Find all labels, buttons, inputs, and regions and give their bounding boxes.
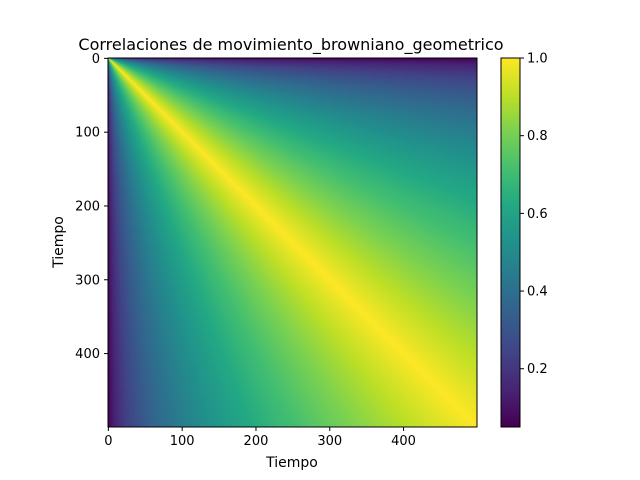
x-tick-label: 400	[391, 434, 416, 449]
colorbar-ticks: 0.2 0.4 0.6 0.8 1.0	[520, 52, 548, 377]
colorbar-frame	[500, 57, 521, 428]
x-tick-label: 0	[104, 434, 112, 449]
y-tick-label: 200	[75, 199, 100, 214]
colorbar: 0.2 0.4 0.6 0.8 1.0	[500, 52, 548, 428]
y-tick-label: 300	[75, 273, 100, 288]
colorbar-tick-label: 1.0	[527, 52, 548, 67]
chart-title: Correlaciones de movimiento_browniano_ge…	[78, 35, 503, 55]
heatmap-image	[108, 58, 477, 427]
y-axis-label: Tiempo	[51, 216, 67, 269]
colorbar-tick-label: 0.8	[527, 129, 548, 144]
x-tick-label: 200	[244, 434, 269, 449]
plot-area	[107, 57, 478, 428]
x-axis-label: Tiempo	[265, 455, 318, 471]
y-tick-label: 100	[75, 126, 100, 141]
colorbar-tick-label: 0.2	[527, 362, 548, 377]
colorbar-tick-label: 0.6	[527, 207, 548, 222]
y-axis: 0 100 200 300 400	[75, 52, 108, 362]
x-tick-label: 300	[317, 434, 342, 449]
colorbar-gradient	[501, 58, 520, 427]
x-tick-label: 100	[170, 434, 195, 449]
y-tick-label: 400	[75, 347, 100, 362]
x-axis: 0 100 200 300 400	[104, 427, 416, 449]
y-tick-label: 0	[92, 52, 100, 67]
colorbar-tick-label: 0.4	[527, 285, 548, 300]
plot-frame	[107, 57, 478, 428]
